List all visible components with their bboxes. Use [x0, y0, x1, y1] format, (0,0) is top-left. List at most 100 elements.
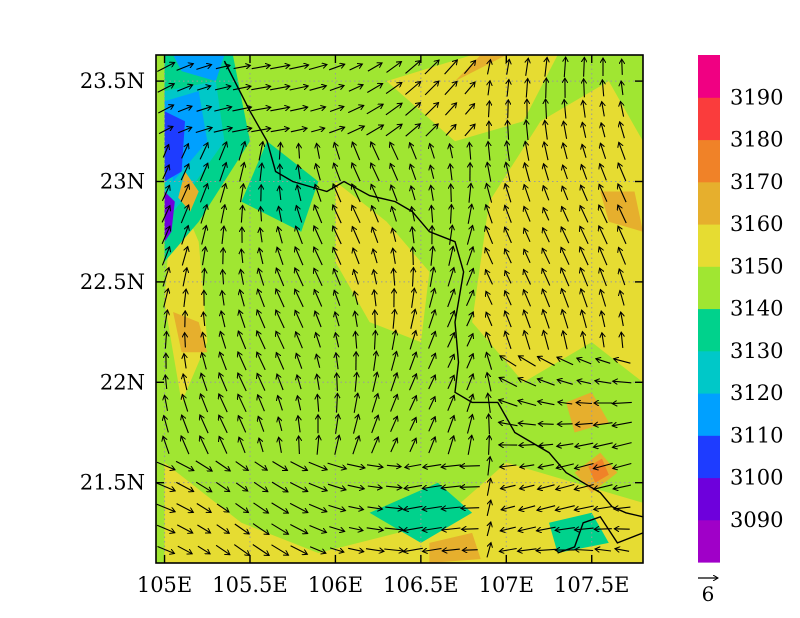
wind-arrow	[290, 461, 308, 471]
wind-arrow	[557, 357, 574, 366]
wind-arrow	[221, 311, 226, 328]
y-tick-label: 23.5N	[80, 69, 145, 93]
wind-arrow	[385, 124, 402, 137]
x-tick-label: 106E	[308, 573, 363, 597]
wind-arrow	[289, 65, 308, 70]
wind-arrow	[258, 142, 263, 161]
colorbar-swatch	[698, 266, 720, 310]
wind-arrow	[562, 186, 569, 201]
wind-arrow	[337, 393, 338, 413]
wind-arrow	[327, 483, 346, 490]
wind-arrow	[346, 463, 365, 468]
wind-arrow	[450, 164, 452, 181]
wind-arrow	[451, 205, 452, 224]
wind-arrow	[447, 395, 454, 411]
wind-arrow	[505, 291, 512, 306]
wind-arrow	[222, 226, 224, 244]
wind-arrow	[618, 205, 627, 224]
wind-arrow	[409, 331, 416, 350]
wind-arrow	[308, 503, 327, 511]
wind-arrow	[183, 374, 188, 391]
wind-arrow	[290, 524, 307, 534]
wind-arrow	[466, 394, 473, 412]
wind-arrow	[177, 545, 192, 554]
wind-arrow	[536, 526, 556, 531]
wind-arrow	[408, 374, 417, 391]
wind-arrow	[576, 403, 592, 404]
wind-arrow	[405, 82, 420, 95]
wind-arrow	[298, 165, 300, 180]
wind-arrow	[164, 416, 169, 433]
wind-arrow	[542, 269, 551, 286]
wind-arrow	[216, 503, 229, 512]
wind-arrow	[373, 249, 378, 264]
wind-arrow	[289, 502, 308, 512]
wind-arrow	[156, 503, 175, 512]
contour-region	[173, 55, 225, 82]
wind-arrow	[442, 528, 461, 530]
wind-arrow	[299, 144, 300, 159]
wind-arrow	[441, 465, 461, 467]
wind-arrow	[197, 86, 211, 91]
wind-arrow	[619, 142, 626, 160]
wind-arrow	[220, 331, 227, 349]
wind-arrow	[161, 206, 170, 223]
wind-arrow	[355, 372, 357, 392]
wind-arrow	[621, 332, 623, 348]
wind-arrow	[505, 331, 512, 349]
wind-arrow	[308, 461, 327, 470]
colorbar-swatch	[698, 393, 720, 436]
wind-arrow	[163, 289, 169, 308]
wind-arrow	[348, 528, 363, 531]
wind-arrow	[581, 289, 588, 308]
wind-arrow	[518, 526, 537, 531]
wind-arrow	[460, 466, 480, 467]
wind-arrow	[424, 81, 439, 96]
wind-arrow	[296, 332, 303, 349]
wind-arrow	[165, 310, 168, 329]
wind-arrow	[352, 227, 361, 244]
wind-arrow	[272, 461, 288, 471]
wind-arrow	[582, 310, 587, 329]
wind-arrow	[367, 84, 382, 93]
wind-arrow	[538, 484, 555, 489]
wind-arrow	[177, 106, 192, 113]
wind-arrow	[290, 107, 308, 112]
wind-arrow	[239, 437, 246, 454]
wind-arrow	[366, 104, 383, 115]
wind-arrow	[404, 485, 422, 488]
wind-arrow	[334, 290, 341, 306]
x-tick-label: 105.5E	[212, 573, 287, 597]
wind-arrow	[518, 401, 537, 407]
wind-arrow	[238, 331, 247, 350]
wind-arrow	[469, 142, 470, 160]
wind-arrow	[157, 63, 174, 72]
wind-arrow	[486, 183, 493, 203]
wind-arrow	[270, 65, 290, 70]
wind-arrow	[486, 352, 493, 370]
wind-arrow	[424, 60, 439, 75]
wind-arrow	[410, 309, 415, 329]
wind-arrow	[347, 126, 365, 135]
wind-arrow	[466, 268, 474, 286]
wind-arrow	[524, 185, 531, 202]
wind-arrow	[425, 124, 438, 137]
wind-arrow	[197, 524, 210, 533]
wind-arrow	[444, 81, 457, 96]
wind-arrow	[600, 268, 607, 287]
wind-arrow	[390, 164, 399, 181]
wind-arrow	[507, 80, 509, 97]
wind-arrow	[428, 331, 436, 349]
wind-arrow	[366, 465, 383, 467]
wind-arrow	[542, 289, 551, 308]
wind-arrow	[564, 57, 565, 78]
wind-arrow	[536, 549, 557, 550]
wind-arrow	[412, 227, 414, 244]
wind-arrow	[375, 310, 376, 329]
wind-arrow	[180, 184, 189, 202]
wind-arrow	[505, 184, 512, 203]
wind-arrow	[613, 462, 632, 469]
wind-arrow	[180, 164, 189, 181]
wind-arrow	[241, 205, 242, 223]
wind-arrow	[371, 394, 378, 413]
